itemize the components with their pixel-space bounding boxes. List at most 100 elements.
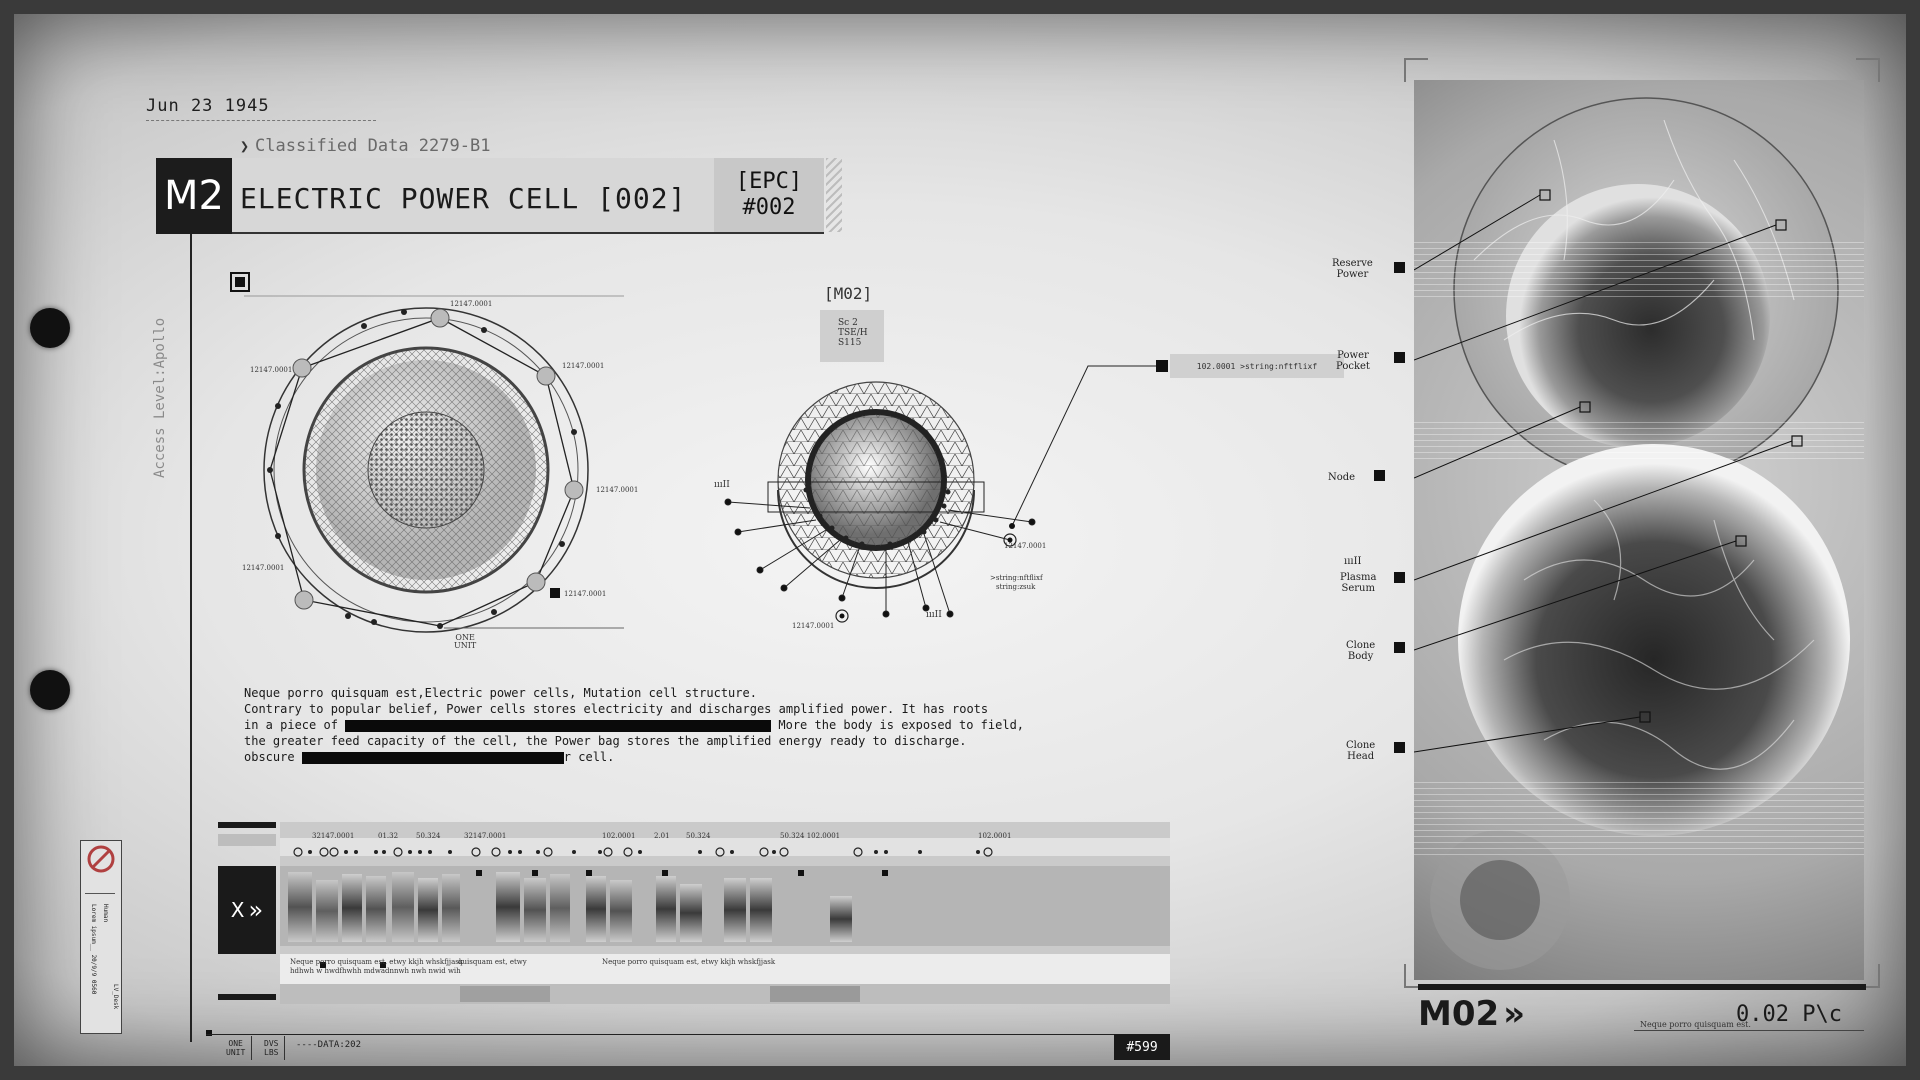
label-line: Head [1347,751,1375,762]
record-badge: #599 [1114,1034,1170,1060]
label-line: Pocket [1336,361,1370,372]
one-unit-label: ONE UNIT [454,634,476,650]
title-bar [224,158,724,234]
clone-head-label: Clone Head [1346,740,1375,762]
reserve-power-label: Reserve Power [1332,258,1373,280]
section-label: [M02] [824,284,873,303]
string-note: >string:nftflixf string:zsuk [990,574,1043,592]
gel-label: 50.324 [686,832,711,840]
gel-label: 2.01 [654,832,670,840]
card-text: LV_Desk [112,984,119,1010]
hatch-decoration [826,158,842,232]
document-sheet: Jun 23 1945 ❯ Classified Data 2279-B1 M2 … [14,14,1906,1066]
panel-cap [218,834,276,846]
paragraph-line: More the body is exposed to field, [771,718,1025,732]
unit-cell-line: UNIT [226,1048,246,1057]
footer-marker [206,1030,212,1036]
node-label: Node [1328,472,1356,483]
rate-readout: 0.02 P\c [1736,1002,1842,1027]
double-chevron-icon: » [1503,994,1526,1034]
string-box: 102.0001 >string:nftflixf [1170,354,1344,378]
gel-label: 50.324 102.0001 [780,832,841,840]
corner-bracket [1404,58,1428,82]
date-underline [146,120,376,121]
cell-micrograph [1414,80,1864,980]
plasma-serum-label: Plasma Serum [1340,572,1376,594]
corner-bracket [1856,964,1880,988]
chevron-right-icon: ❯ [240,137,250,155]
gel-label: 32147.0001 [464,832,507,840]
gel-caption-line: Neque porro quisquam est, etwy kkjh whsk… [290,958,464,966]
redaction-bar [345,719,772,732]
panel-id-text: M02 [1418,994,1500,1034]
access-level-label: Access Level:Apollo [152,317,168,478]
data-id: ----DATA:202 [296,1040,362,1050]
string-note-line: string:zsuk [996,583,1036,591]
side-id-card: Human Lorem ipsum__ 20/9/9 0560 LV_Desk [80,840,122,1034]
label-marker [1394,642,1405,653]
panel-cap [218,994,276,1000]
label-line: Reserve [1332,258,1373,269]
redaction-bar [301,751,564,764]
gel-caption-line: hdhwh w hwdfhwhh mdwadnnwh nwh nwid wih [290,967,461,975]
tick-marks: ıııII [926,610,942,620]
cell-cross-section-diagram [244,295,624,633]
paragraph-line: r cell. [563,750,615,764]
dvs-cell: DVS LBS [258,1036,286,1060]
scale-line: TSE/H [838,328,868,338]
model-badge: M2 [156,158,232,234]
label-line: Serum [1341,583,1375,594]
label-marker [1394,572,1405,583]
gel-caption: Neque porro quisquam est, etwy kkjh whsk… [290,958,463,976]
label-line: Power [1336,269,1369,280]
panel-id: M02» [1418,994,1525,1034]
coord-label: 12147.0001 [1004,542,1047,550]
classified-label: ❯ Classified Data 2279-B1 [240,136,490,156]
classified-text: Classified Data 2279-B1 [255,136,491,156]
label-line: Power [1337,350,1369,361]
label-line: Body [1347,651,1374,662]
panel-rule [1418,984,1866,990]
unit-line: ONE [455,633,475,642]
gel-label: 102.0001 [978,832,1012,840]
card-text: Lorem ipsum__ 20/9/9 0560 [90,904,97,995]
vertical-rule [190,234,192,1042]
scale-line: Sc 2 [838,318,858,328]
gel-caption: quisquam est, etwy [458,958,527,966]
double-chevron-icon: » [248,896,264,924]
label-line: Plasma [1340,572,1377,583]
coord-label: 12147.0001 [250,366,293,374]
label-marker [1374,470,1385,481]
corner-bracket [1404,964,1428,988]
unit-line: UNIT [454,641,477,650]
tick-marks: ıııII [1344,556,1362,567]
paragraph-line: the greater feed capacity of the cell, t… [244,734,967,748]
dvs-cell-line: DVS [264,1039,279,1048]
gel-label: 01.32 [378,832,399,840]
string-note-line: >string:nftflixf [990,574,1043,582]
label-marker [1394,352,1405,363]
unit-cell-line: ONE [228,1039,243,1048]
power-pocket-label: Power Pocket [1336,350,1370,372]
cell-micrograph-image [1414,97,1864,970]
connector-line [1009,360,1168,529]
target-square-icon [230,272,250,292]
paragraph-line: in a piece of [244,718,346,732]
page-title: ELECTRIC POWER CELL [002] [240,182,687,215]
description-paragraph: Neque porro quisquam est,Electric power … [244,685,1024,765]
card-text: Human [102,904,109,923]
paragraph-line: obscure [244,750,302,764]
panel-cap [218,822,276,828]
footer-rule [206,1034,1170,1035]
no-entry-icon [87,845,115,873]
expand-button[interactable]: X» [218,866,276,954]
gel-label: 102.0001 [602,832,636,840]
coord-label: 12147.0001 [564,590,607,598]
epc-line1: [EPC] [735,169,803,194]
gel-label: 50.324 [416,832,441,840]
dvs-cell-line: LBS [264,1048,279,1057]
tick-marks: ıııII [714,480,730,490]
coord-label: 12147.0001 [596,486,639,494]
punch-hole [30,670,70,710]
card-body: Human Lorem ipsum__ 20/9/9 0560 LV_Desk [85,893,119,1024]
